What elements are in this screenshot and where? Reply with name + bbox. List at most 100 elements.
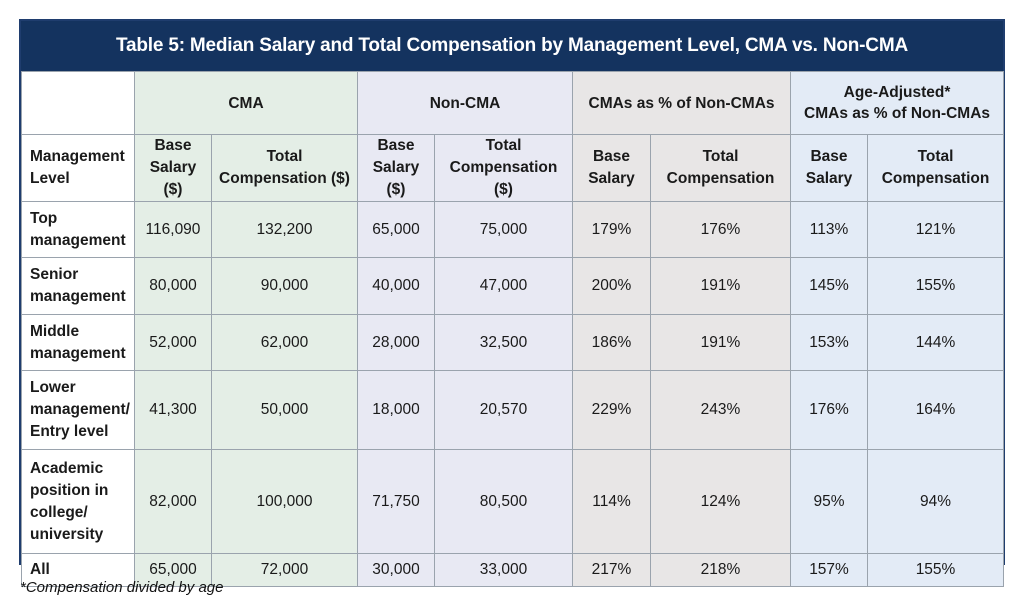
level-line: college/ bbox=[30, 503, 88, 521]
value-cell: 62,000 bbox=[211, 314, 358, 371]
header-age-total: Total Compensation bbox=[867, 134, 1005, 202]
header-line: Salary bbox=[588, 170, 635, 187]
header-pct-base: Base Salary bbox=[572, 134, 651, 202]
group-header-non-cma: Non-CMA bbox=[357, 71, 573, 135]
value-cell: 18,000 bbox=[357, 370, 435, 450]
value-cell: 32,500 bbox=[434, 314, 573, 371]
value-cell: 200% bbox=[572, 257, 651, 315]
table-row: All 65,000 72,000 30,000 33,000 217% 218% 157% 1… bbox=[21, 553, 1005, 587]
header-cma-total: Total Compensation ($) bbox=[211, 134, 358, 202]
level-line: management bbox=[30, 344, 126, 362]
row-level-label: Lower management/Entry level bbox=[21, 370, 135, 450]
header-line: Total bbox=[702, 148, 739, 165]
group-header-cma-pct: CMAs as % of Non-CMAs bbox=[571, 71, 792, 135]
value-cell: 65,000 bbox=[357, 201, 435, 258]
header-non-cma-total: Total Compensation ($) bbox=[434, 134, 573, 202]
header-line: Total bbox=[917, 148, 954, 165]
value-cell: 132,200 bbox=[211, 201, 358, 258]
level-line: Lower bbox=[30, 379, 76, 396]
value-cell: 52,000 bbox=[134, 314, 212, 371]
value-cell: 100,000 bbox=[211, 449, 358, 554]
level-line: position in bbox=[30, 481, 109, 499]
header-line: Base bbox=[810, 148, 848, 165]
value-cell: 121% bbox=[867, 201, 1005, 258]
row-level-label: Senior management bbox=[21, 257, 135, 315]
level-line: Senior bbox=[30, 266, 79, 283]
group-header-cma: CMA bbox=[134, 71, 358, 135]
row-level-label: Academic position in college/university bbox=[21, 449, 135, 554]
value-cell: 72,000 bbox=[211, 553, 358, 587]
group-header-age-adjusted: Age-Adjusted* CMAs as % of Non-CMAs bbox=[790, 71, 1005, 135]
value-cell: 217% bbox=[572, 553, 651, 587]
value-cell: 95% bbox=[790, 449, 869, 554]
row-level-label: Middle management bbox=[21, 314, 135, 371]
header-line: Compensation ($) bbox=[449, 159, 558, 198]
header-line: Compensation bbox=[666, 170, 775, 187]
table-row: Top management 116,090 132,200 65,000 75,000 1… bbox=[21, 201, 1005, 258]
value-cell: 33,000 bbox=[434, 553, 573, 587]
value-cell: 157% bbox=[790, 553, 869, 587]
header-line: Salary ($) bbox=[149, 159, 197, 198]
column-header-row: Management Level Base Salary ($) Total C… bbox=[21, 134, 1005, 202]
value-cell: 229% bbox=[572, 370, 651, 450]
header-line: Salary bbox=[805, 170, 853, 187]
level-line: All bbox=[30, 561, 50, 578]
value-cell: 80,000 bbox=[134, 257, 212, 315]
value-cell: 186% bbox=[572, 314, 651, 371]
table-row: Academic position in college/university 82,… bbox=[21, 449, 1005, 554]
value-cell: 75,000 bbox=[434, 201, 573, 258]
value-cell: 191% bbox=[649, 257, 792, 315]
value-cell: 176% bbox=[790, 370, 869, 450]
table-frame: Table 5: Median Salary and Total Compens… bbox=[19, 19, 1005, 587]
value-cell: 30,000 bbox=[357, 553, 435, 587]
value-cell: 113% bbox=[790, 201, 869, 258]
value-cell: 71,750 bbox=[357, 449, 435, 554]
table-row: Middle management 52,000 62,000 28,000 32,500… bbox=[21, 314, 1005, 371]
level-line: management bbox=[30, 288, 126, 305]
salary-table: CMA Non-CMA CMAs as % of Non-CMAs Age-Ad… bbox=[21, 71, 1005, 587]
group-header-row: CMA Non-CMA CMAs as % of Non-CMAs Age-Ad… bbox=[21, 71, 1005, 135]
header-line: Salary ($) bbox=[372, 159, 420, 198]
row-level-label: All bbox=[21, 553, 135, 587]
blank-corner-cell bbox=[21, 71, 135, 135]
header-age-base: Base Salary bbox=[790, 134, 869, 202]
value-cell: 28,000 bbox=[357, 314, 435, 371]
value-cell: 155% bbox=[867, 553, 1005, 587]
level-line: management/ bbox=[30, 401, 130, 418]
level-line: Academic bbox=[30, 459, 104, 477]
header-management-level: Management Level bbox=[21, 134, 135, 202]
value-cell: 80,500 bbox=[434, 449, 573, 554]
header-line: Level bbox=[30, 170, 70, 187]
value-cell: 144% bbox=[867, 314, 1005, 371]
value-cell: 153% bbox=[790, 314, 869, 371]
footnote: *Compensation divided by age bbox=[20, 579, 224, 596]
value-cell: 47,000 bbox=[434, 257, 573, 315]
value-cell: 41,300 bbox=[134, 370, 212, 450]
value-cell: 94% bbox=[867, 449, 1005, 554]
table-body: Top management 116,090 132,200 65,000 75,000 1… bbox=[21, 201, 1005, 587]
header-line: Total bbox=[266, 148, 303, 165]
header-line: Management bbox=[30, 148, 125, 165]
level-line: Middle bbox=[30, 322, 80, 340]
value-cell: 243% bbox=[649, 370, 792, 450]
header-line: Total bbox=[485, 137, 522, 154]
value-cell: 116,090 bbox=[134, 201, 212, 258]
value-cell: 50,000 bbox=[211, 370, 358, 450]
value-cell: 82,000 bbox=[134, 449, 212, 554]
age-adjusted-sublabel: CMAs as % of Non-CMAs bbox=[804, 105, 991, 122]
level-line: Entry level bbox=[30, 423, 109, 440]
level-line: management bbox=[30, 231, 126, 249]
age-adjusted-label: Age-Adjusted* bbox=[843, 84, 951, 101]
value-cell: 164% bbox=[867, 370, 1005, 450]
value-cell: 20,570 bbox=[434, 370, 573, 450]
header-line: Base bbox=[154, 137, 192, 154]
value-cell: 40,000 bbox=[357, 257, 435, 315]
header-cma-base: Base Salary ($) bbox=[134, 134, 212, 202]
header-line: Compensation bbox=[881, 170, 990, 187]
header-pct-total: Total Compensation bbox=[649, 134, 792, 202]
header-line: Base bbox=[377, 137, 415, 154]
header-line: Base bbox=[592, 148, 631, 165]
table-row: Lower management/Entry level 41,300 50,000 1… bbox=[21, 370, 1005, 450]
header-non-cma-base: Base Salary ($) bbox=[357, 134, 435, 202]
value-cell: 90,000 bbox=[211, 257, 358, 315]
